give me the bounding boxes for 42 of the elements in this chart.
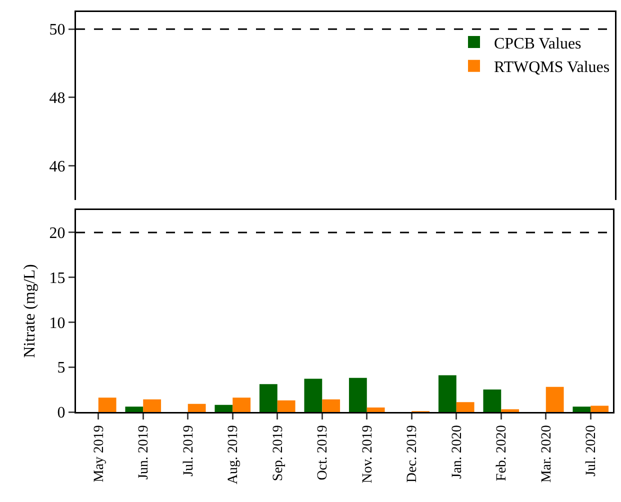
bar <box>232 398 251 412</box>
bar <box>438 375 456 412</box>
x-tick-label: Jul. 2020 <box>584 425 600 476</box>
bar <box>304 378 322 412</box>
y-tick-label: 46 <box>49 158 66 176</box>
x-tick-label: Dec. 2019 <box>405 425 420 483</box>
bar <box>143 399 162 412</box>
bar <box>259 384 278 412</box>
x-tick-label: Mar. 2020 <box>539 425 554 483</box>
bar <box>188 404 206 412</box>
y-tick-label: 20 <box>49 225 66 242</box>
bar <box>590 406 609 412</box>
x-tick-label: Oct. 2019 <box>316 425 331 480</box>
bar <box>501 409 520 412</box>
y-tick-label: 10 <box>49 314 66 332</box>
bar <box>572 406 591 412</box>
bar <box>98 398 116 412</box>
bar <box>546 386 564 412</box>
x-tick-label: Jul. 2019 <box>181 425 196 476</box>
y-tick-label: 50 <box>49 22 66 39</box>
bar <box>366 408 385 412</box>
x-tick-label: Aug. 2019 <box>226 425 242 484</box>
y-tick-label: 5 <box>57 360 66 377</box>
legend-label: RTWQMS Values <box>494 59 610 76</box>
x-tick-label: Jun. 2019 <box>136 425 152 480</box>
bar <box>277 400 296 412</box>
bar <box>322 399 340 412</box>
x-tick-label: Jan. 2020 <box>450 425 465 479</box>
y-tick-label: 48 <box>49 90 66 108</box>
bar <box>125 406 144 412</box>
y-axis-title: Nitrate (mg/L) <box>21 264 38 358</box>
bar <box>456 402 474 412</box>
bar <box>483 390 502 412</box>
legend-label: CPCB Values <box>494 35 582 52</box>
y-tick-label: 0 <box>57 404 66 422</box>
y-tick-label: 15 <box>49 270 66 287</box>
bar <box>214 404 233 412</box>
x-tick-label: May 2019 <box>92 425 107 482</box>
x-tick-label: Nov. 2019 <box>360 425 376 484</box>
x-tick-label: Sep. 2019 <box>270 425 286 482</box>
x-tick-label: Feb. 2020 <box>494 425 510 482</box>
bar <box>348 378 367 412</box>
